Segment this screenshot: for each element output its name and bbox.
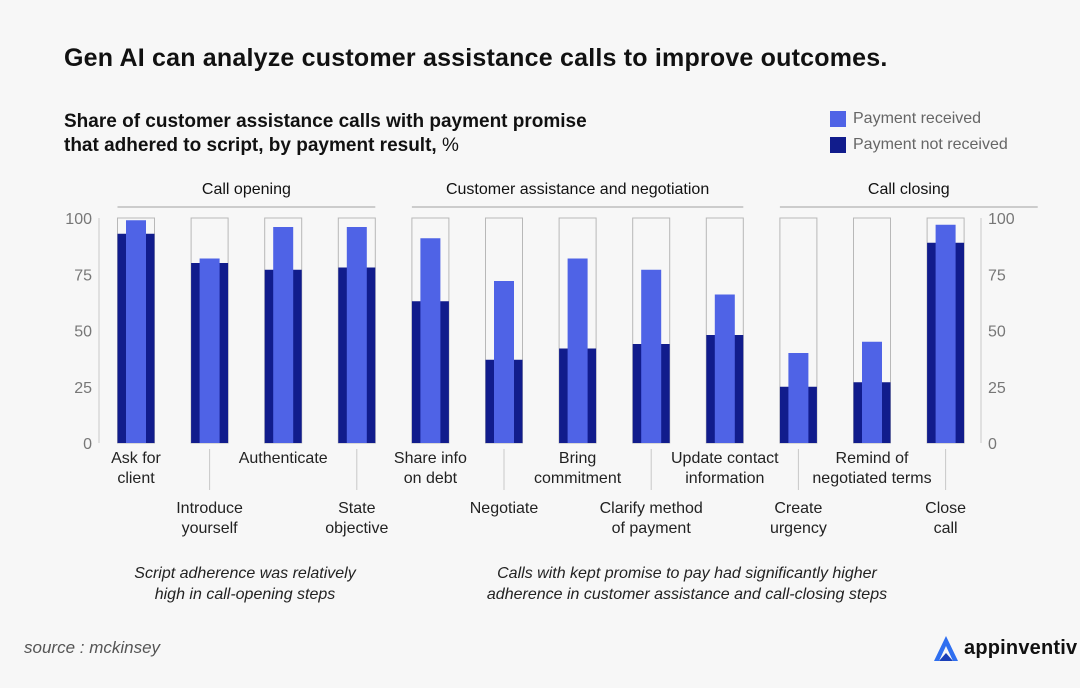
bar-payment-received (641, 269, 662, 443)
x-tick-label: State (338, 500, 375, 517)
x-tick-label: Introduce (176, 500, 243, 517)
bar-payment-received (935, 224, 956, 443)
note-right: Calls with kept promise to pay had signi… (437, 563, 937, 605)
note-right-line-1: Calls with kept promise to pay had signi… (497, 565, 877, 582)
y-tick-left: 75 (74, 267, 92, 284)
legend-swatch-payment-not-received (830, 137, 846, 153)
subtitle-unit: % (441, 135, 459, 156)
bar-payment-received (714, 294, 735, 443)
x-tick-label: negotiated terms (812, 470, 931, 487)
note-left-line-1: Script adherence was relatively (134, 565, 356, 582)
group-label: Customer assistance and negotiation (446, 181, 709, 198)
subtitle-line-1: Share of customer assistance calls with … (64, 111, 587, 132)
bar-payment-received (788, 353, 809, 443)
bar-payment-received (273, 227, 294, 443)
legend-label-payment-not-received: Payment not received (853, 136, 1008, 153)
x-tick-label: information (685, 470, 764, 487)
group-label: Call closing (868, 181, 950, 198)
x-tick-label: Clarify method (600, 500, 703, 517)
bar-payment-received (420, 238, 441, 443)
bar-payment-received (862, 341, 882, 443)
bar-payment-received (494, 281, 514, 443)
appinventiv-logo-icon (934, 636, 958, 661)
x-tick-label: on debt (404, 470, 458, 487)
x-tick-label: Negotiate (470, 500, 539, 517)
subtitle-line-2: that adhered to script, by payment resul… (64, 135, 437, 156)
y-tick-left: 100 (65, 211, 92, 228)
x-tick-label: Share info (394, 450, 467, 467)
chart-title: Gen AI can analyze customer assistance c… (64, 44, 888, 72)
x-tick-label: Update contact (671, 450, 779, 467)
x-tick-label: Remind of (836, 450, 909, 467)
bar-payment-received (199, 258, 220, 443)
brand-logo: appinventiv (932, 634, 1077, 662)
legend-item-payment-received: Payment received (830, 106, 1008, 132)
bar-payment-received (346, 227, 367, 443)
chart-subtitle: Share of customer assistance calls with … (64, 110, 664, 158)
x-tick-label: urgency (770, 520, 827, 537)
y-tick-right: 50 (988, 324, 1006, 341)
legend-item-payment-not-received: Payment not received (830, 132, 1008, 158)
x-tick-label: Authenticate (239, 450, 328, 467)
legend: Payment received Payment not received (830, 106, 1008, 158)
logo-text: appinventiv (964, 636, 1078, 659)
x-tick-label: Close (925, 500, 966, 517)
y-tick-right: 100 (988, 211, 1015, 228)
x-tick-label: client (117, 470, 155, 487)
legend-swatch-payment-received (830, 111, 846, 127)
y-tick-left: 25 (74, 380, 92, 397)
note-left: Script adherence was relatively high in … (100, 563, 390, 605)
x-tick-label: of payment (612, 520, 692, 537)
y-tick-right: 0 (988, 436, 997, 453)
bar-payment-received (126, 220, 146, 443)
note-right-line-2: adherence in customer assistance and cal… (486, 586, 888, 603)
x-tick-label: commitment (534, 470, 622, 487)
source-note: source : mckinsey (24, 638, 161, 657)
x-tick-label: yourself (182, 520, 239, 537)
y-tick-right: 75 (988, 267, 1006, 284)
y-tick-right: 25 (988, 380, 1006, 397)
legend-label-payment-received: Payment received (853, 110, 982, 127)
y-tick-left: 50 (74, 324, 92, 341)
x-tick-label: Create (774, 500, 822, 517)
bar-payment-received (567, 258, 588, 443)
y-tick-left: 0 (83, 436, 92, 453)
x-tick-label: Bring (559, 450, 596, 467)
x-tick-label: Ask for (111, 450, 161, 467)
x-tick-label: call (934, 520, 958, 537)
note-left-line-2: high in call-opening steps (154, 586, 336, 603)
group-label: Call opening (202, 181, 291, 198)
x-tick-label: objective (325, 520, 388, 537)
